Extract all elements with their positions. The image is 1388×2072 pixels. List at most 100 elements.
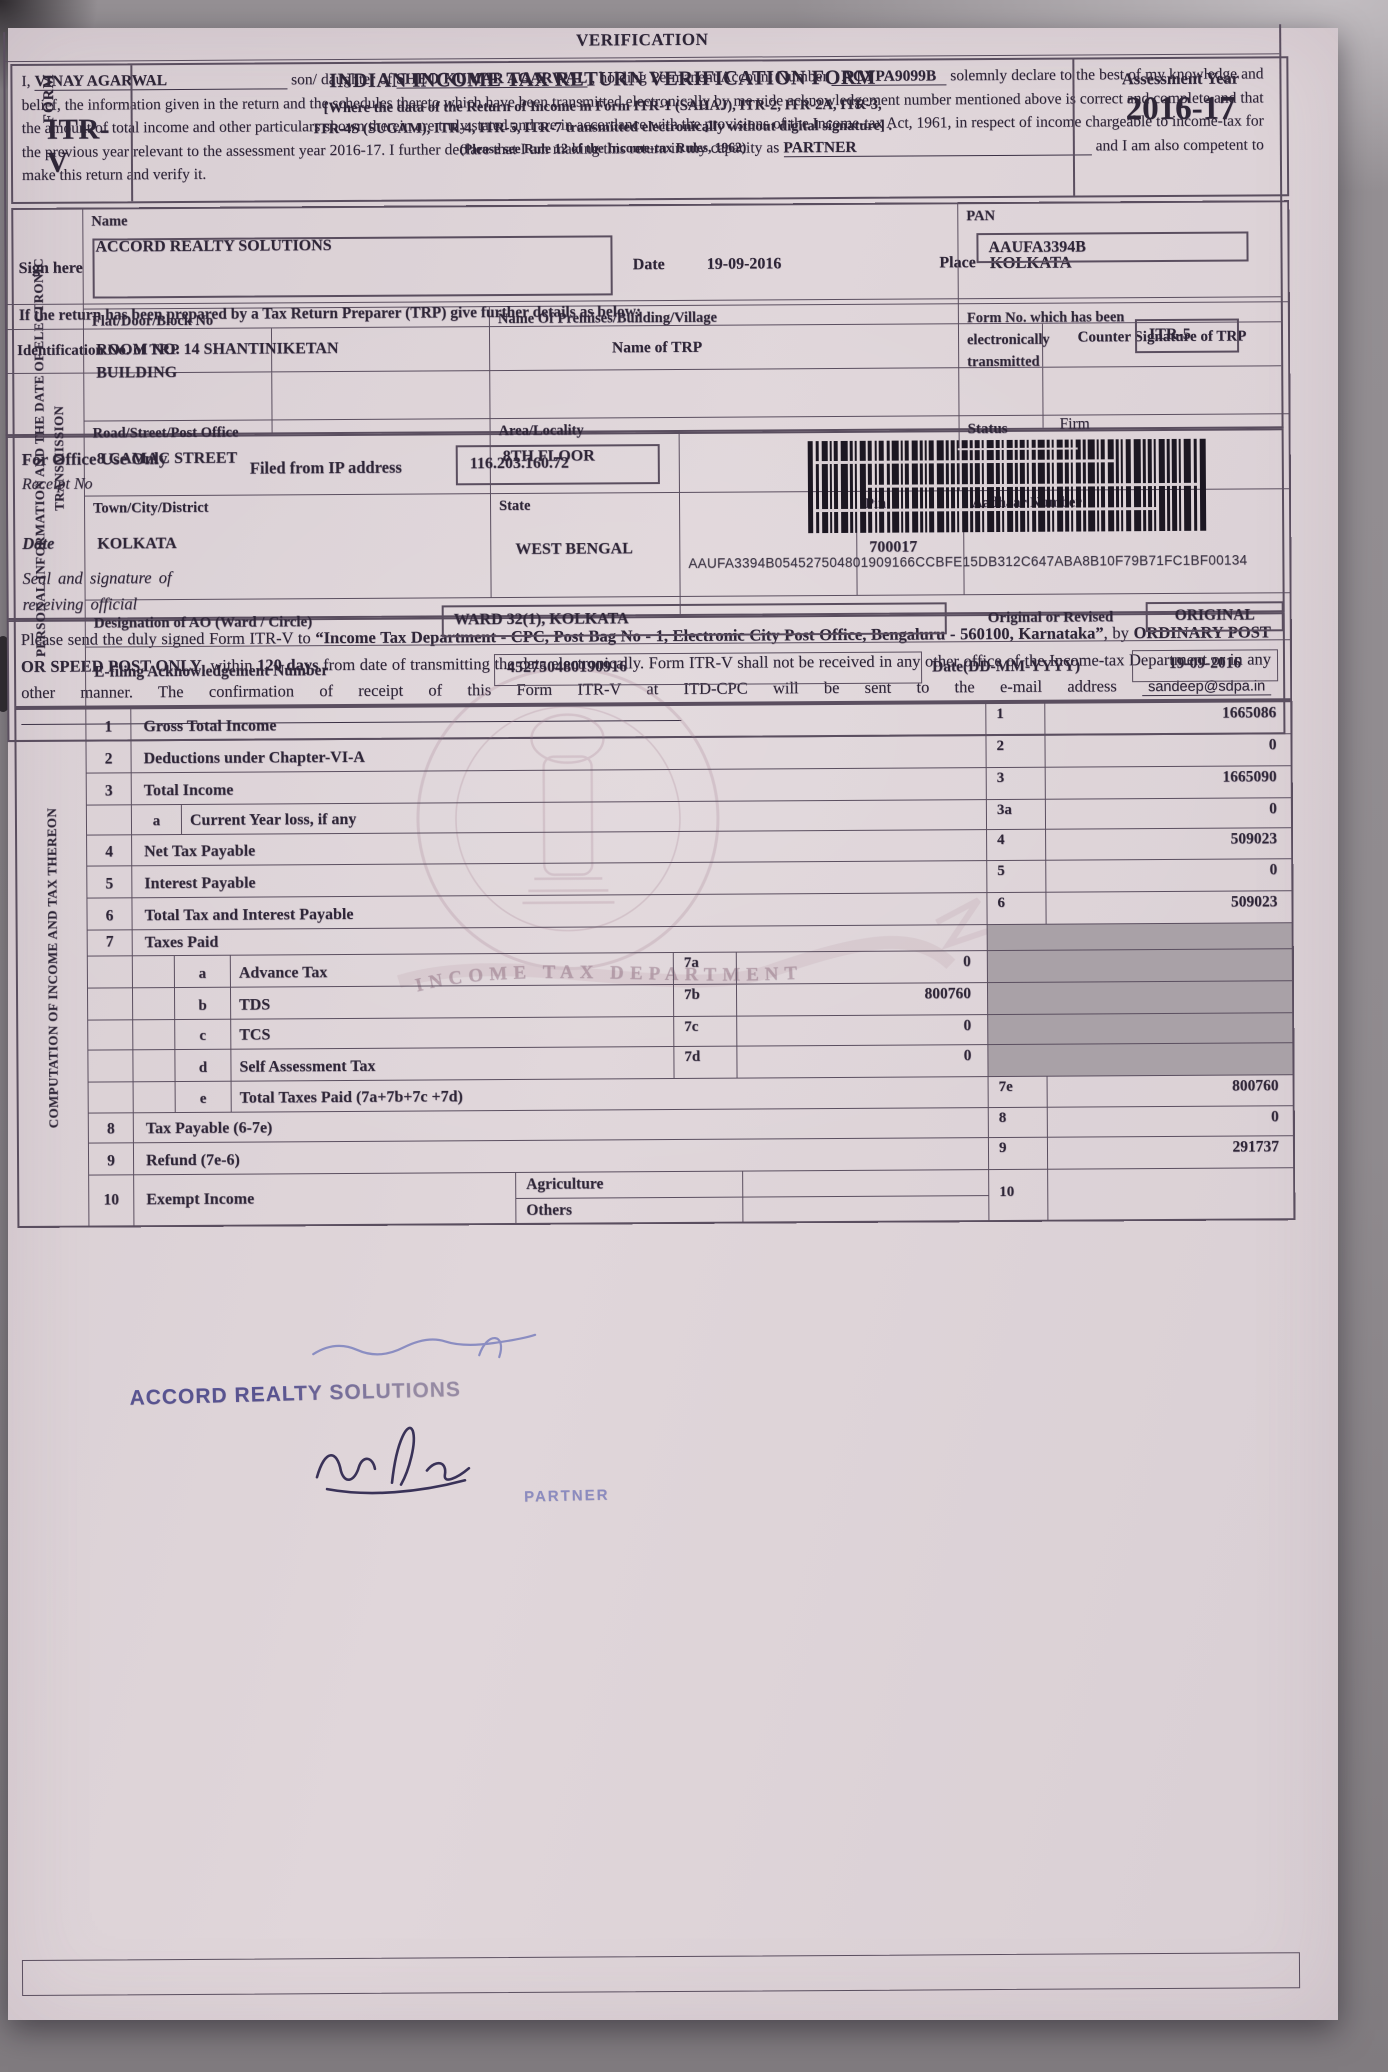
row-value: 800760	[924, 985, 972, 1003]
row-indent	[133, 1049, 176, 1081]
form-title: INDIAN INCOME TAX RETURN VERIFICATION FO…	[329, 66, 876, 93]
row-num: 2	[86, 741, 132, 773]
row-label: Total Tax and Interest Payable	[144, 906, 354, 925]
partner-stamp: PARTNER	[523, 1486, 610, 1506]
row-value: 1665086	[1222, 704, 1277, 722]
office-use-heading: For Office Use Only	[21, 449, 168, 469]
name-label: Name	[91, 213, 128, 230]
seal-line-2: receiving official	[22, 594, 138, 615]
seal-signature-label: Seal and signature of receiving official	[22, 565, 171, 619]
row-code: 3	[985, 767, 1046, 799]
row-num	[87, 956, 133, 988]
row-label: Exempt Income	[146, 1190, 255, 1209]
row-ack-date: E-filing Acknowledgement Number 45275048…	[86, 640, 1290, 697]
assessment-year-cell: Assessment Year 2016-17	[1074, 58, 1287, 195]
shaded-cell	[987, 1042, 1293, 1076]
row-value: 800760	[1232, 1076, 1279, 1095]
row-value: 0	[1269, 799, 1277, 817]
row-code: 3a	[985, 799, 1047, 829]
ip-address-label: Filed from IP address	[249, 457, 402, 478]
row-subletter: a	[131, 804, 183, 834]
form-subtitle-line2: ITR-4S (SUGAM), ITR-4, ITR-5, ITR-7 tran…	[313, 117, 893, 138]
agriculture-label: Agriculture	[516, 1171, 743, 1199]
pan-value-box: AAUFA3394B	[976, 231, 1249, 264]
empty-bottom-box	[21, 1952, 1301, 1996]
row-value: 0	[963, 1046, 972, 1064]
office-use-right: AAUFA3394B054527504801909166CCBFE15DB312…	[680, 430, 1283, 614]
row-label: Total Income	[143, 781, 234, 799]
row-indent	[132, 987, 176, 1020]
ack-number-box: 452750480190916	[493, 651, 923, 687]
row-label: Self Assessment Tax	[239, 1057, 376, 1076]
flat-value: ROOM NO. 14 SHANTINIKETAN BUILDING	[96, 340, 339, 382]
computation-section: COMPUTATION OF INCOME AND TAX THEREON 1 …	[14, 700, 1296, 1229]
row-num: 4	[87, 834, 133, 866]
row-code: 10	[988, 1169, 1049, 1221]
row-label: Tax Payable (6-7e)	[145, 1119, 273, 1138]
row-label: Deductions under Chapter-VI-A	[143, 748, 365, 767]
row-label: Net Tax Payable	[144, 842, 256, 861]
row-label: Interest Payable	[144, 874, 256, 893]
row-num: 8	[88, 1113, 134, 1143]
name-cell: Name ACCORD REALTY SOLUTIONS	[83, 204, 958, 308]
premises-value	[498, 333, 950, 336]
form-code-cell: FORM ITR-V	[12, 65, 134, 203]
row-value: 0	[963, 953, 971, 971]
row-label: Total Taxes Paid (7a+7b+7c +7d)	[239, 1088, 463, 1108]
row-code: 7e	[987, 1076, 1048, 1108]
row-code: 9	[987, 1138, 1049, 1170]
row-num	[88, 1020, 134, 1050]
receipt-no-label: Receipt No	[21, 475, 93, 493]
barcode-text: AAUFA3394B054527504801909166CCBFE15DB312…	[688, 552, 1248, 571]
row-value: 0	[1270, 1108, 1279, 1126]
row-code: 6	[986, 892, 1047, 925]
row-code: 7d	[673, 1046, 738, 1078]
ack-date-label: Date(DD-MM-YYYY)	[931, 657, 1081, 676]
office-use-section: For Office Use Only Receipt No Filed fro…	[5, 428, 1285, 621]
ack-number-label: E-filing Acknowledgement Number	[94, 662, 329, 681]
row-label: Gross Total Income	[143, 717, 277, 736]
row-num: 5	[87, 866, 133, 898]
name-value: ACCORD REALTY SOLUTIONS	[95, 237, 332, 256]
row-num: 6	[87, 898, 133, 930]
row-subletter: a	[174, 955, 231, 987]
shaded-cell	[986, 949, 1292, 983]
row-label: Current Year loss, if any	[189, 810, 357, 829]
row-num: 10	[89, 1175, 135, 1226]
computation-grid: 1 Gross Total Income 1 1665086 2 Deducti…	[86, 702, 1294, 1226]
shaded-cell	[986, 981, 1293, 1014]
office-use-left: For Office Use Only Receipt No Filed fro…	[7, 433, 681, 619]
row-value: 291737	[1232, 1138, 1280, 1156]
row-num	[86, 804, 133, 835]
computation-side-label: COMPUTATION OF INCOME AND TAX THEREON	[43, 807, 61, 1129]
form-header: FORM ITR-V INDIAN INCOME TAX RETURN VERI…	[10, 56, 1290, 205]
others-label: Others	[526, 1201, 573, 1219]
itrv-form: INCOME TAX DEPARTMENT FORM ITR-V INDIAN …	[3, 24, 1345, 2024]
comp-row-10: 10 Exempt Income Agriculture Others 10	[89, 1168, 1293, 1226]
row-subletter: c	[175, 1019, 232, 1049]
row-num: 9	[88, 1143, 135, 1175]
row-code: 7b	[672, 984, 738, 1016]
handwritten-signature	[315, 1426, 471, 1495]
assessment-year-label: Assessment Year	[1121, 68, 1240, 89]
form-rule-note: (Please see Rule 12 of the Income-tax Ru…	[459, 139, 747, 157]
row-code: 5	[986, 861, 1047, 893]
row-num: 7	[87, 930, 133, 956]
shaded-cell	[987, 1013, 1293, 1044]
row-code: 8	[987, 1108, 1048, 1138]
seal-line-1: Seal and signature of	[22, 568, 172, 588]
row-num	[88, 1049, 134, 1082]
pan-label: PAN	[966, 208, 996, 225]
shaded-cell	[986, 923, 1292, 951]
row-code: 4	[986, 829, 1047, 861]
row-label: Advance Tax	[238, 964, 328, 982]
ip-address-box: 116.203.160.72	[455, 444, 660, 486]
row-indent	[132, 956, 175, 988]
ack-date-box: 19-09-2016	[1131, 649, 1279, 683]
row-label: Refund (7e-6)	[145, 1151, 240, 1170]
row-value: 0	[1269, 861, 1278, 879]
row-code: 7a	[672, 952, 737, 984]
row-num	[87, 988, 134, 1020]
row-subletter: d	[175, 1049, 232, 1081]
